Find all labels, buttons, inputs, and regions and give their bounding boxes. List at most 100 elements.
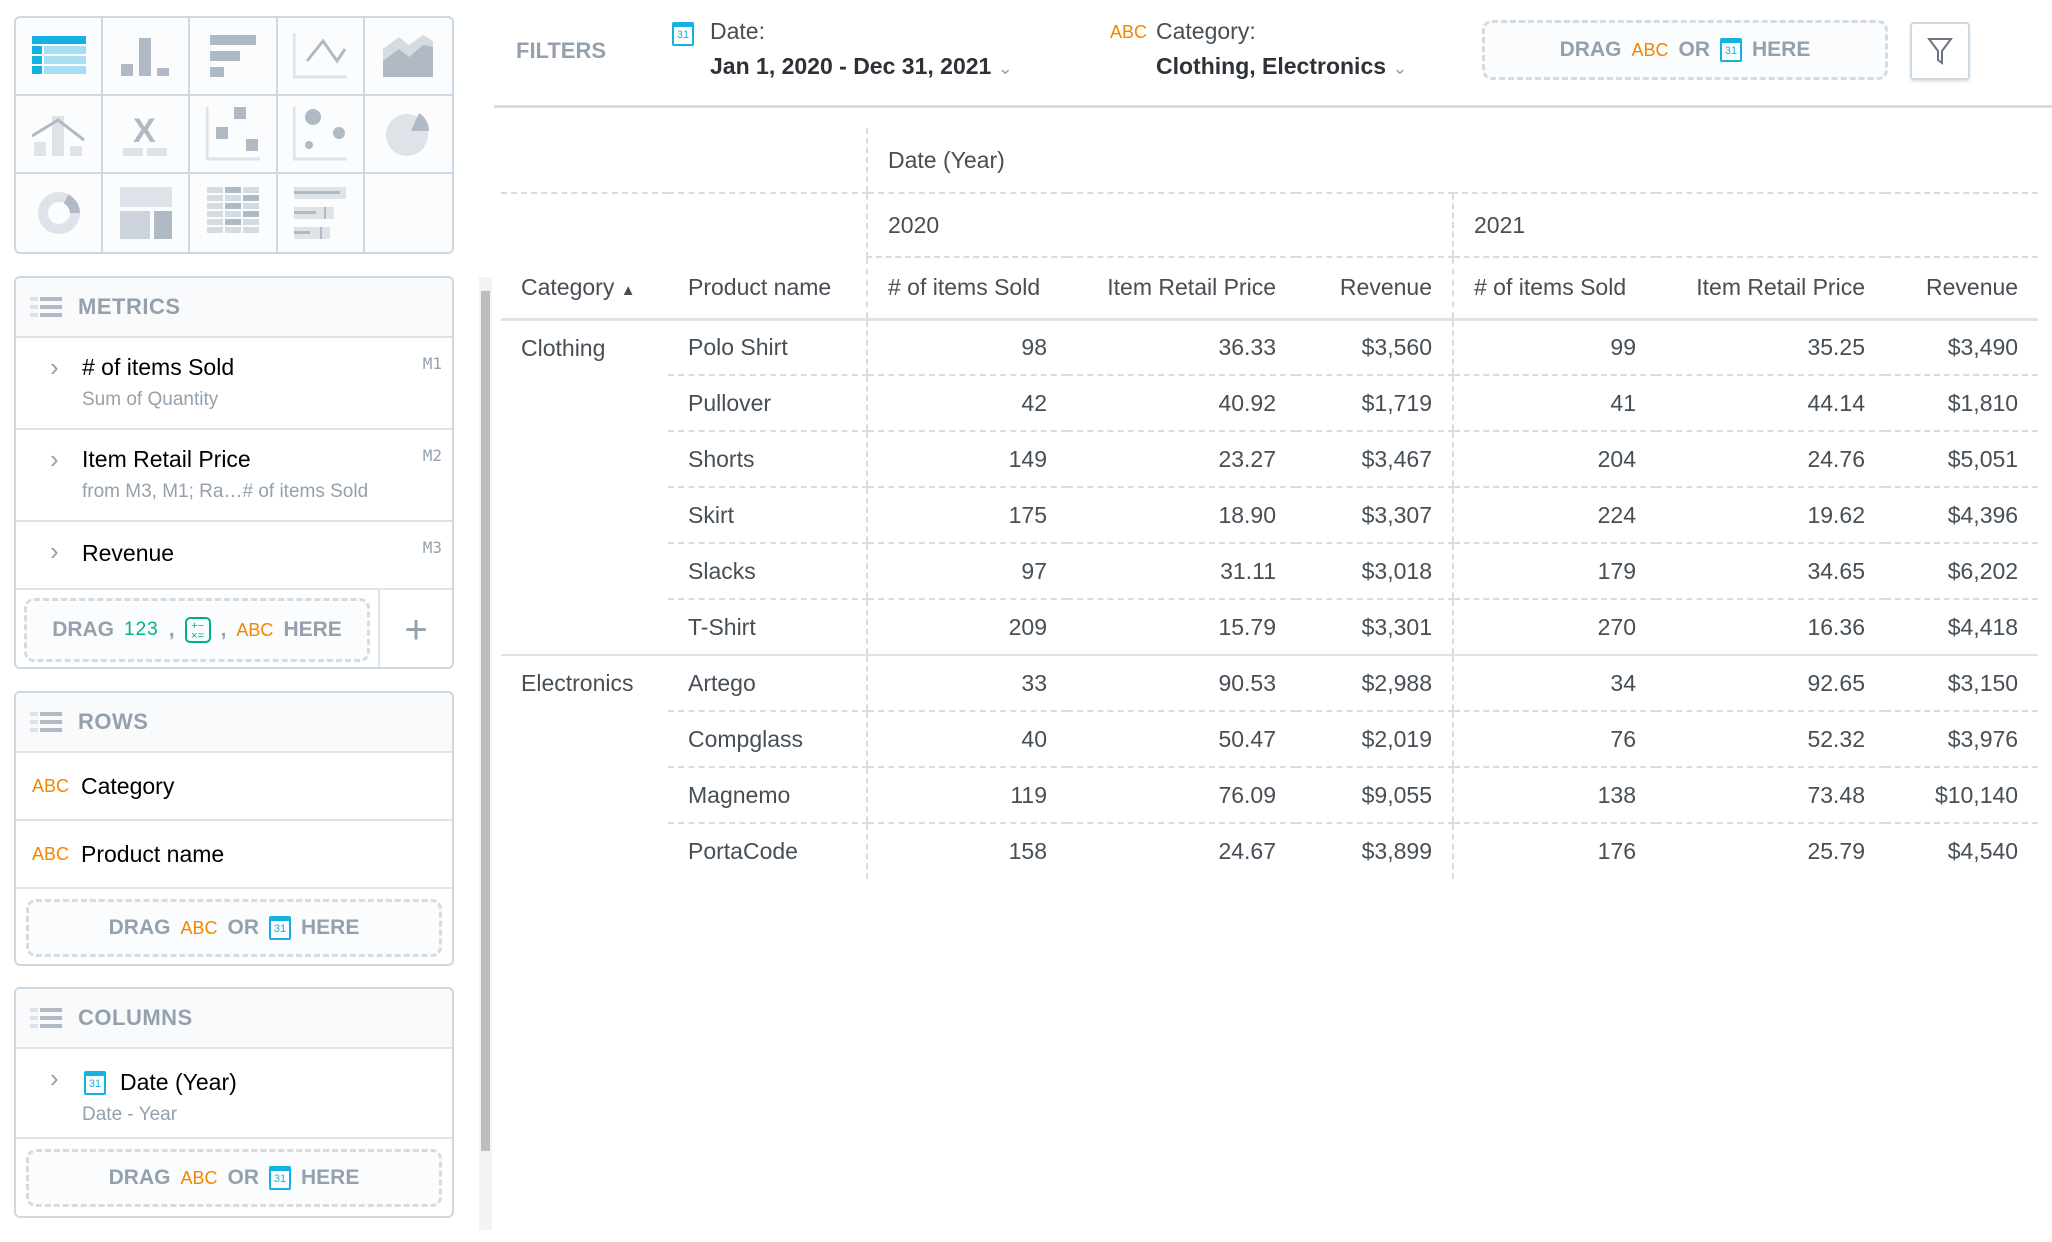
metrics-drop-zone[interactable]: DRAG 123, +− ×=, ABC HERE	[24, 598, 370, 662]
retail-price-header[interactable]: Item Retail Price	[1696, 274, 1865, 301]
column-attribute-header: Date (Year)	[865, 128, 2039, 194]
items-sold-cell: 99	[1452, 319, 1656, 376]
add-metric-button[interactable]: +	[378, 590, 452, 667]
rows-header: ROWS	[16, 693, 452, 753]
retail-price-cell: 92.65	[1656, 655, 1885, 712]
retail-price-cell: 50.47	[1067, 711, 1296, 768]
product-name-cell: Compglass	[668, 711, 867, 768]
abc-icon: ABC	[180, 1167, 218, 1188]
retail-price-header[interactable]: Item Retail Price	[1107, 274, 1276, 301]
metric-id: M1	[422, 354, 442, 373]
separator: ,	[220, 618, 227, 641]
retail-price-cell: 44.14	[1656, 375, 1885, 432]
column-item-date-year[interactable]: › 31 Date (Year) Date - Year	[16, 1049, 452, 1139]
drag-label: DRAG	[108, 916, 171, 939]
revenue-cell: $3,899	[1361, 838, 1432, 864]
area-chart-icon[interactable]	[364, 18, 452, 96]
chevron-down-icon: ⌄	[1392, 58, 1408, 78]
revenue-header[interactable]: Revenue	[1926, 274, 2019, 301]
date-filter[interactable]: 31 Date: Jan 1, 2020 - Dec 31, 2021 ⌄	[672, 18, 1013, 80]
metric-item[interactable]: › # of items Sold Sum of Quantity M1	[16, 338, 452, 430]
items-sold-cell: 179	[1452, 543, 1656, 600]
category-cell: Clothing	[501, 319, 668, 656]
rows-panel: ROWS ABC Category ABC Product name DRAG ABC…	[14, 691, 454, 966]
items-sold-header[interactable]: # of items Sold	[1452, 257, 1656, 319]
category-filter-value: Clothing, Electronics	[1156, 53, 1387, 79]
revenue-cell: $3,976	[1885, 711, 2039, 768]
items-sold-cell: 224	[1452, 487, 1656, 544]
row-item-product-name[interactable]: ABC Product name	[16, 821, 452, 889]
bullet-chart-icon[interactable]	[278, 174, 365, 252]
combo-chart-icon[interactable]	[16, 96, 104, 174]
category-header[interactable]: Category ▲	[501, 257, 668, 319]
scatter-plot-icon[interactable]	[190, 96, 278, 174]
retail-price-cell: 16.36	[1656, 599, 1885, 656]
row-label: Category	[81, 772, 175, 799]
headline-icon[interactable]: X	[103, 96, 191, 174]
bubble-chart-icon[interactable]	[277, 96, 365, 174]
donut-chart-icon[interactable]	[16, 174, 104, 252]
rows-drop-zone[interactable]: DRAG ABC OR 31 HERE	[26, 899, 442, 957]
retail-price-cell: 34.65	[1656, 543, 1885, 600]
metric-item[interactable]: › Item Retail Price from M3, M1; Ra…# of i…	[16, 430, 452, 522]
filters-drop-zone[interactable]: DRAG ABC OR 31 HERE	[1482, 20, 1888, 80]
abc-icon: ABC	[236, 619, 274, 640]
sort-ascending-icon[interactable]: ▲	[620, 281, 636, 299]
metric-item[interactable]: › Revenue M3	[16, 522, 452, 590]
bar-chart-icon[interactable]	[190, 18, 278, 96]
filter-configuration-button[interactable]	[1910, 22, 1970, 80]
chevron-right-icon[interactable]: ›	[50, 536, 59, 566]
revenue-cell: $3,018	[1296, 543, 1453, 600]
pie-chart-icon[interactable]	[364, 96, 452, 174]
drag-label: DRAG	[1559, 38, 1622, 61]
columns-drop-zone[interactable]: DRAG ABC OR 31 HERE	[26, 1149, 442, 1207]
retail-price-cell: 90.53	[1067, 655, 1296, 712]
product-name-cell: Slacks	[668, 543, 867, 600]
category-filter[interactable]: ABC Category: Clothing, Electronics ⌄	[1110, 18, 1408, 80]
chevron-right-icon[interactable]: ›	[50, 444, 59, 474]
product-name-header[interactable]: Product name	[688, 273, 832, 300]
metric-id: M3	[422, 538, 442, 557]
revenue-cell: $3,490	[1885, 319, 2039, 376]
calendar-icon: 31	[269, 916, 291, 940]
heatmap-icon[interactable]	[190, 174, 278, 252]
category-cell: Electronics	[521, 670, 634, 696]
table-row: T-Shirt 209 15.79 $3,301 270 16.36 $4,418	[501, 599, 2039, 656]
revenue-header[interactable]: Revenue	[1339, 274, 1432, 301]
column-chart-icon[interactable]	[103, 18, 191, 96]
here-label: HERE	[1752, 38, 1811, 61]
product-name-cell: Skirt	[668, 487, 867, 544]
revenue-cell: $3,150	[1885, 655, 2039, 712]
items-sold-cell: 34	[1452, 655, 1656, 712]
revenue-cell: $9,055	[1296, 767, 1453, 824]
year-header-2021: 2021	[1451, 193, 2039, 258]
product-name-cell: PortaCode	[688, 838, 798, 864]
chevron-right-icon[interactable]: ›	[50, 352, 59, 382]
drag-label: DRAG	[108, 1166, 171, 1189]
metrics-title: METRICS	[78, 294, 181, 319]
retail-price-cell: 40.92	[1067, 375, 1296, 432]
line-chart-icon[interactable]	[277, 18, 365, 96]
items-sold-header[interactable]: # of items Sold	[866, 257, 1067, 319]
metric-sub: Sum of Quantity	[82, 389, 219, 410]
or-label: OR	[227, 916, 260, 939]
here-label: HERE	[301, 916, 360, 939]
scrollbar-thumb[interactable]	[481, 291, 490, 1151]
table-icon[interactable]	[16, 18, 104, 96]
abc-icon: ABC	[32, 843, 70, 864]
table-row: Skirt 175 18.90 $3,307 224 19.62 $4,396	[501, 487, 2039, 544]
revenue-cell: $3,301	[1296, 599, 1453, 656]
retail-price-cell: 25.79	[1807, 838, 1865, 864]
chevron-right-icon[interactable]: ›	[50, 1063, 59, 1093]
calendar-icon: 31	[1720, 38, 1742, 62]
treemap-icon[interactable]	[103, 174, 191, 252]
metrics-header: METRICS	[16, 278, 452, 338]
or-label: OR	[1678, 38, 1711, 61]
row-item-category[interactable]: ABC Category	[16, 753, 452, 821]
items-sold-cell: 41	[1452, 375, 1656, 432]
table-row: PortaCode 158 24.67 $3,899 176 25.79 $4,540	[501, 823, 2038, 879]
sidebar-scrollbar[interactable]	[479, 277, 492, 1230]
items-sold-cell: 270	[1452, 599, 1656, 656]
product-name-cell: Shorts	[668, 431, 867, 488]
columns-header: COLUMNS	[16, 989, 452, 1049]
